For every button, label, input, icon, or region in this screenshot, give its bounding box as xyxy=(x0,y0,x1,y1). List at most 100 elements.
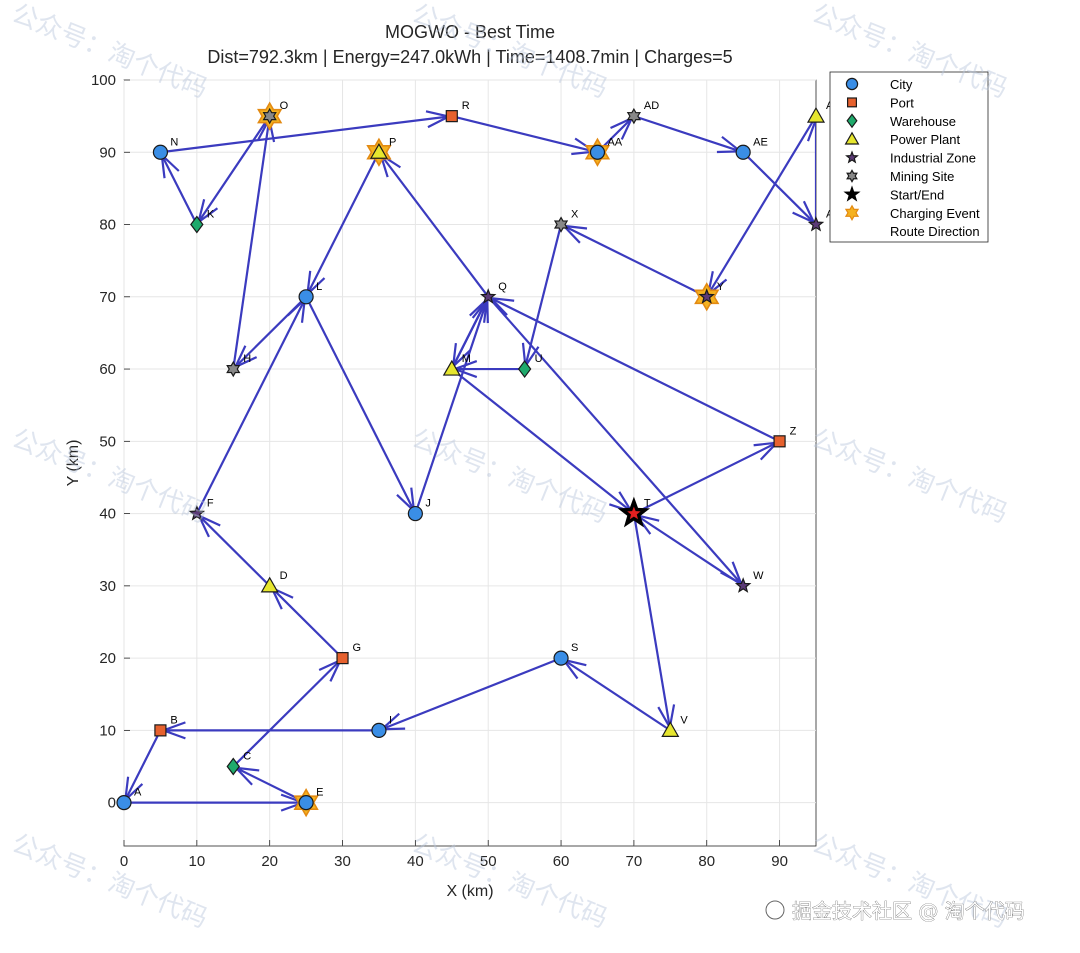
node-marker xyxy=(188,504,206,521)
node-label-T: T xyxy=(644,498,651,510)
legend-label: Port xyxy=(890,95,914,110)
node-AC xyxy=(807,215,825,232)
route-segment xyxy=(742,151,815,224)
wechat-icon xyxy=(765,900,785,920)
node-marker xyxy=(626,107,642,125)
node-label-H: H xyxy=(243,353,251,365)
node-D xyxy=(260,576,279,593)
node-M xyxy=(442,359,461,376)
node-X xyxy=(553,216,569,233)
legend-item: Start/End xyxy=(843,185,944,202)
node-label-AA: AA xyxy=(607,136,622,148)
node-E xyxy=(293,788,319,818)
x-axis-label: X (km) xyxy=(446,883,493,900)
legend-item: Power Plant xyxy=(844,131,960,147)
y-tick-label: 50 xyxy=(99,433,116,450)
grid xyxy=(123,79,816,846)
route-segment xyxy=(381,657,562,731)
legend-start-end-icon xyxy=(843,185,861,202)
node-label-C: C xyxy=(243,751,251,763)
route-segment xyxy=(232,659,342,768)
y-tick-label: 90 xyxy=(99,144,116,161)
node-label-AE: AE xyxy=(753,136,768,148)
route-segment xyxy=(271,587,344,659)
route-segment xyxy=(306,151,380,295)
node-label-R: R xyxy=(462,100,470,112)
legend-item: Port xyxy=(846,95,914,110)
x-tick-label: 10 xyxy=(188,853,205,870)
x-tick-label: 70 xyxy=(626,853,643,870)
node-marker xyxy=(734,577,752,593)
route-segment xyxy=(197,115,271,223)
legend-marker-icon xyxy=(844,131,860,145)
chart-subtitle: Dist=792.3km | Energy=247.0kWh | Time=14… xyxy=(207,47,732,67)
node-B xyxy=(154,724,167,737)
node-marker xyxy=(479,288,497,304)
node-marker xyxy=(226,360,241,378)
node-label-F: F xyxy=(207,498,214,510)
route-segment xyxy=(232,118,271,370)
x-tick-label: 0 xyxy=(120,853,128,870)
node-marker xyxy=(152,144,169,160)
x-tick-label: 40 xyxy=(407,853,424,870)
legend-label: City xyxy=(890,77,913,92)
route-segment xyxy=(635,514,744,587)
route-segment xyxy=(562,658,671,732)
node-marker xyxy=(698,288,715,304)
credit-text: 掘金技术社区 @ 淘个代码 xyxy=(792,899,1025,923)
node-K xyxy=(190,215,204,234)
route-segment xyxy=(414,299,489,514)
route-nodes xyxy=(116,101,826,818)
node-marker xyxy=(298,289,314,305)
node-label-L: L xyxy=(316,281,322,293)
x-tick-label: 80 xyxy=(698,853,715,870)
node-AA xyxy=(584,137,611,167)
route-segment xyxy=(524,224,563,367)
node-G xyxy=(336,652,349,665)
node-J xyxy=(407,505,423,522)
node-marker xyxy=(806,106,826,123)
x-tick-label: 30 xyxy=(334,853,351,870)
route-segment xyxy=(198,514,271,587)
y-tick-label: 100 xyxy=(91,72,116,89)
y-tick-label: 30 xyxy=(99,578,116,595)
node-marker xyxy=(445,110,458,123)
plot-area xyxy=(123,79,817,847)
node-marker xyxy=(735,144,751,160)
node-label-G: G xyxy=(353,642,362,654)
legend-marker-icon xyxy=(846,113,858,129)
node-AE xyxy=(735,144,751,160)
node-Y xyxy=(694,282,720,312)
route-segment xyxy=(490,297,781,443)
x-tick-label: 20 xyxy=(261,853,278,870)
node-label-V: V xyxy=(680,714,688,726)
legend-label: Charging Event xyxy=(890,206,980,221)
x-tick-label: 50 xyxy=(480,853,497,870)
watermark-text: 公众号：淘个代码 xyxy=(807,424,1011,530)
node-marker xyxy=(369,143,388,159)
node-marker xyxy=(442,359,461,376)
node-marker xyxy=(553,216,569,233)
node-V xyxy=(661,721,680,737)
y-tick-label: 10 xyxy=(99,722,116,739)
y-tick-label: 60 xyxy=(99,361,116,378)
node-marker xyxy=(773,435,786,448)
node-F xyxy=(188,504,206,521)
legend-label: Industrial Zone xyxy=(890,151,976,166)
legend-marker-icon xyxy=(845,77,859,91)
node-O xyxy=(257,101,283,131)
node-marker xyxy=(661,721,680,737)
route-segment xyxy=(124,729,162,801)
node-label-M: M xyxy=(462,353,471,365)
node-T xyxy=(617,496,651,528)
route-segment xyxy=(633,115,741,153)
y-axis-label: Y (km) xyxy=(65,440,82,487)
node-label-S: S xyxy=(571,642,578,654)
legend-item: Industrial Zone xyxy=(845,150,976,166)
node-label-B: B xyxy=(170,714,177,726)
node-marker xyxy=(553,650,569,666)
y-tick-label: 70 xyxy=(99,289,116,306)
node-marker xyxy=(116,795,132,811)
node-H xyxy=(226,360,241,378)
